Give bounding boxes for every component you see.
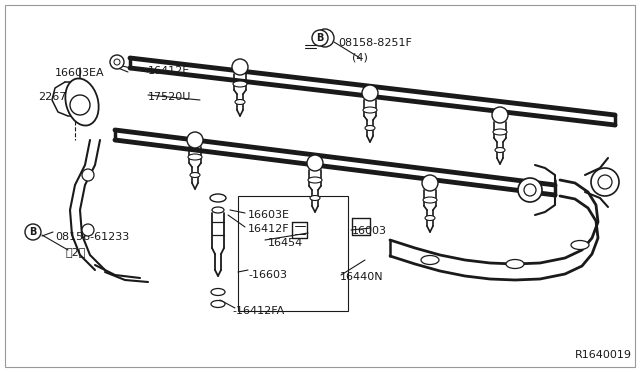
Ellipse shape (235, 99, 245, 105)
Ellipse shape (308, 177, 322, 183)
Circle shape (232, 59, 248, 75)
Text: -16412FA: -16412FA (232, 306, 284, 316)
Circle shape (82, 224, 94, 236)
Ellipse shape (210, 194, 226, 202)
Ellipse shape (363, 107, 377, 113)
Text: 16440N: 16440N (340, 272, 383, 282)
Ellipse shape (233, 81, 247, 87)
Text: 16412E: 16412E (148, 66, 190, 76)
Circle shape (362, 85, 378, 101)
Ellipse shape (365, 125, 375, 131)
Text: 〈2）: 〈2） (65, 247, 85, 257)
Text: B: B (316, 33, 324, 43)
Ellipse shape (188, 154, 202, 160)
Text: 16454: 16454 (268, 238, 303, 248)
Circle shape (312, 30, 328, 46)
Text: 16603E: 16603E (248, 210, 290, 220)
Ellipse shape (421, 256, 439, 264)
Circle shape (492, 107, 508, 123)
Bar (238, 196, 348, 311)
Text: -16603: -16603 (248, 270, 287, 280)
Circle shape (82, 169, 94, 181)
Text: 17520U: 17520U (148, 92, 191, 102)
Ellipse shape (493, 129, 507, 135)
Ellipse shape (425, 215, 435, 221)
Circle shape (187, 132, 203, 148)
Ellipse shape (211, 289, 225, 295)
Circle shape (307, 155, 323, 171)
Text: (4): (4) (352, 52, 368, 62)
Circle shape (110, 55, 124, 69)
Text: 16412F: 16412F (248, 224, 290, 234)
Circle shape (598, 175, 612, 189)
Ellipse shape (506, 260, 524, 269)
Ellipse shape (211, 301, 225, 308)
Ellipse shape (65, 78, 99, 125)
Circle shape (25, 224, 41, 240)
Circle shape (524, 184, 536, 196)
Circle shape (518, 178, 542, 202)
Text: 16003: 16003 (352, 226, 387, 236)
Circle shape (70, 95, 90, 115)
Text: B: B (321, 33, 329, 43)
Ellipse shape (571, 241, 589, 250)
Circle shape (316, 29, 334, 47)
Ellipse shape (495, 148, 505, 153)
Text: B: B (29, 227, 36, 237)
Circle shape (422, 175, 438, 191)
Circle shape (114, 59, 120, 65)
Ellipse shape (423, 197, 437, 203)
Text: 08156-61233: 08156-61233 (55, 232, 129, 242)
Text: 22675M: 22675M (38, 92, 83, 102)
Text: R1640019: R1640019 (575, 350, 632, 360)
Text: 16603EA: 16603EA (55, 68, 104, 78)
Ellipse shape (310, 196, 320, 201)
Circle shape (591, 168, 619, 196)
Ellipse shape (212, 207, 224, 213)
Ellipse shape (190, 173, 200, 177)
Text: 08158-8251F: 08158-8251F (338, 38, 412, 48)
